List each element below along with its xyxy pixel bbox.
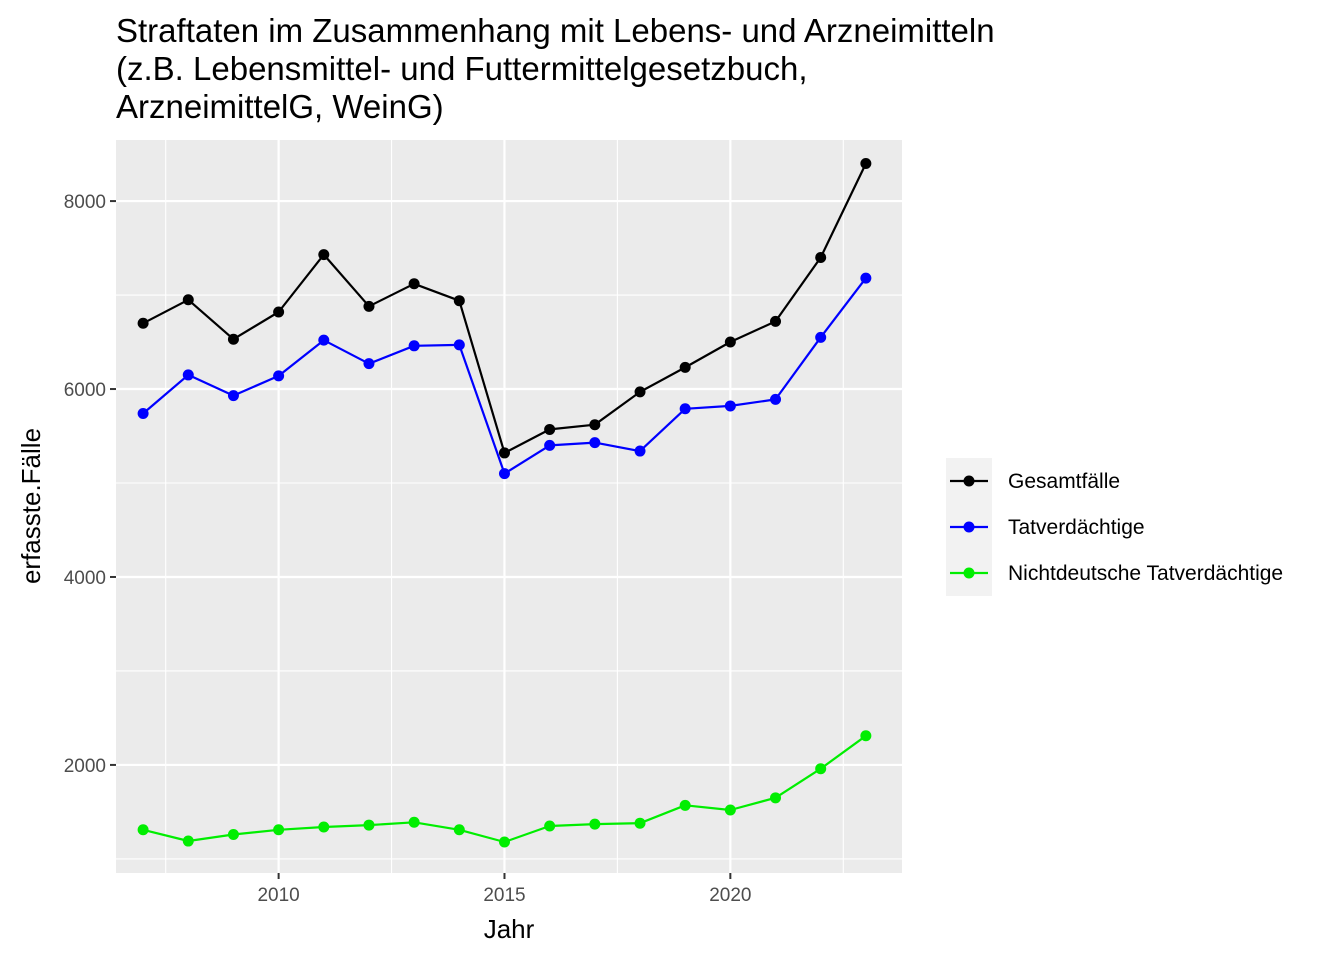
y-tick-label: 6000 — [64, 380, 106, 401]
data-point — [589, 437, 601, 449]
x-axis: 2010 2015 2020 — [257, 873, 751, 906]
y-tick-label: 4000 — [64, 568, 106, 589]
data-point — [363, 819, 375, 831]
chart-title-line-3: ArzneimittelG, WeinG) — [116, 88, 444, 125]
x-axis-label: Jahr — [484, 914, 535, 944]
chart-title-line-2: (z.B. Lebensmittel- und Futtermittelgese… — [116, 50, 808, 87]
data-point — [679, 403, 691, 415]
data-point — [544, 820, 556, 832]
y-tick-label: 2000 — [64, 756, 106, 777]
y-axis: 2000 4000 6000 8000 — [64, 192, 116, 777]
data-point — [318, 334, 330, 346]
data-point — [860, 730, 872, 742]
data-point — [453, 824, 465, 836]
data-point — [498, 836, 510, 848]
data-point — [679, 361, 691, 373]
x-tick-label: 2020 — [709, 885, 751, 906]
data-point — [544, 439, 556, 451]
legend-key-point — [963, 567, 975, 579]
chart-title-line-1: Straftaten im Zusammenhang mit Lebens- u… — [116, 12, 995, 49]
data-point — [137, 407, 149, 419]
x-tick-label: 2015 — [483, 885, 525, 906]
legend-key-point — [963, 475, 975, 487]
data-point — [815, 251, 827, 263]
data-point — [408, 340, 420, 352]
data-point — [860, 272, 872, 284]
series-layer — [137, 157, 872, 848]
data-point — [363, 300, 375, 312]
data-point — [227, 390, 239, 402]
data-point — [589, 419, 601, 431]
legend-key-point — [963, 521, 975, 533]
data-point — [498, 468, 510, 480]
y-axis-label: erfasste.Fälle — [16, 428, 46, 584]
data-point — [408, 278, 420, 290]
x-tick-label: 2010 — [257, 885, 299, 906]
y-tick-label: 8000 — [64, 192, 106, 213]
data-point — [182, 835, 194, 847]
legend-entry-label: Tatverdächtige — [1008, 516, 1145, 539]
chart-title: Straftaten im Zusammenhang mit Lebens- u… — [116, 12, 995, 125]
data-point — [544, 423, 556, 435]
data-point — [137, 824, 149, 836]
legend-entry-label: Nichtdeutsche Tatverdächtige — [1008, 562, 1283, 585]
data-point — [679, 799, 691, 811]
data-point — [724, 336, 736, 348]
data-point — [318, 249, 330, 261]
data-point — [724, 804, 736, 816]
data-point — [453, 339, 465, 351]
data-point — [182, 369, 194, 381]
data-point — [634, 445, 646, 457]
data-point — [137, 317, 149, 329]
data-point — [815, 331, 827, 343]
data-point — [227, 333, 239, 345]
data-point — [815, 763, 827, 775]
data-point — [273, 306, 285, 318]
data-point — [589, 818, 601, 830]
data-point — [227, 828, 239, 840]
grid-minor — [116, 140, 902, 873]
data-point — [498, 447, 510, 459]
data-point — [770, 315, 782, 327]
data-point — [182, 294, 194, 306]
plot-panel — [116, 140, 902, 873]
data-point — [724, 400, 736, 412]
data-point — [634, 386, 646, 398]
data-point — [363, 358, 375, 370]
data-point — [860, 157, 872, 169]
data-point — [770, 792, 782, 804]
data-point — [770, 393, 782, 405]
data-point — [273, 824, 285, 836]
legend: Gesamtfälle Tatverdächtige Nichtdeutsche T… — [946, 458, 1283, 596]
data-point — [318, 821, 330, 833]
data-point — [273, 370, 285, 382]
data-point — [453, 295, 465, 307]
data-point — [408, 816, 420, 828]
data-point — [634, 817, 646, 829]
legend-entry-label: Gesamtfälle — [1008, 470, 1120, 493]
